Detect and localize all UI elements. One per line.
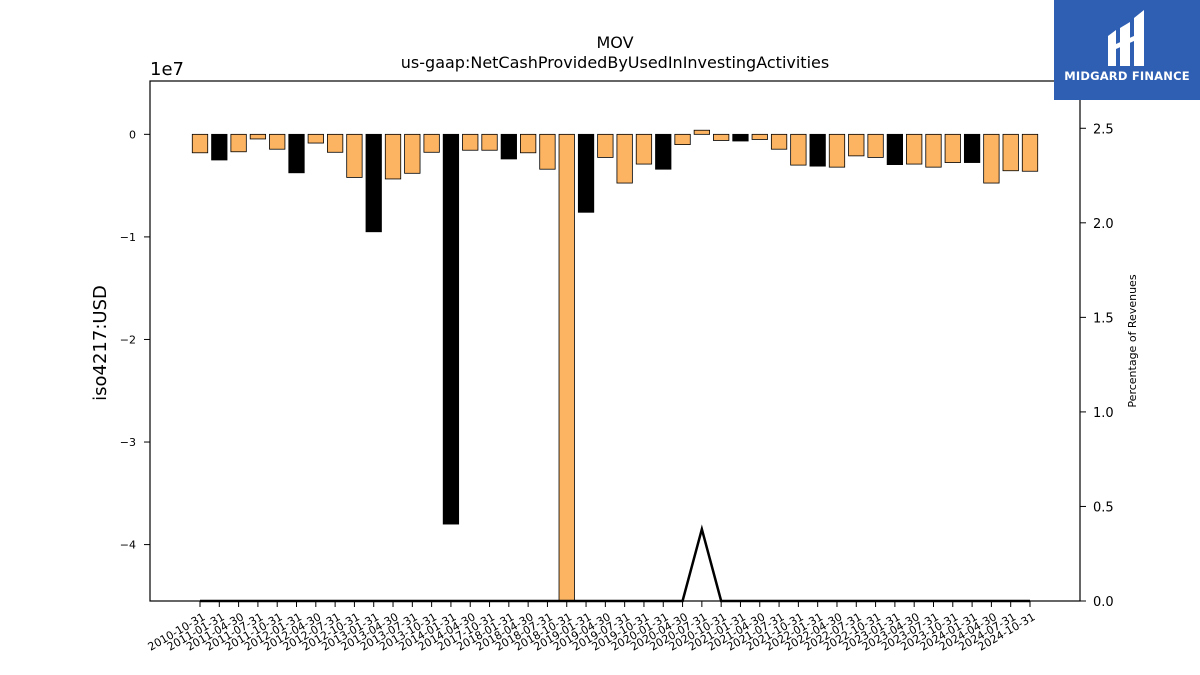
y-tick-label: −1 (120, 231, 136, 244)
y-axis-ticks: 0 −1 −2 −3 −4 (120, 128, 150, 552)
bar-2024-01-31 (963, 133, 981, 163)
bar-2024-10-31 (1021, 133, 1039, 172)
bar-2023-07-31 (925, 133, 942, 168)
company-logo: MIDGARD FINANCE (1054, 0, 1200, 100)
bar-2014-04-30 (462, 133, 479, 151)
y-tick-label: 0 (129, 128, 136, 141)
bar-2012-01-31 (288, 133, 305, 174)
bar-2014-01-31 (442, 133, 460, 525)
bar-2010-10-31 (191, 133, 209, 154)
bar-2012-10-31 (346, 133, 363, 178)
plot-area (150, 81, 1080, 601)
bar-2011-04-30 (230, 133, 247, 153)
bar-2012-07-31 (326, 133, 344, 153)
bar-2023-04-30 (906, 133, 923, 165)
y-tick-label: −2 (120, 333, 136, 346)
bar-2023-01-31 (886, 133, 903, 165)
bar-2020-07-31 (693, 129, 710, 135)
bar-2012-04-30 (307, 133, 324, 144)
bar-2020-10-31 (713, 133, 730, 141)
y-tick-label: −3 (120, 436, 136, 449)
bar-2022-07-31 (848, 133, 865, 157)
bar-2013-07-31 (404, 133, 421, 174)
plot-frame (149, 80, 1081, 602)
bar-2021-07-31 (770, 133, 788, 150)
y-offset-label: 1e7 (150, 59, 184, 80)
y-axis-label: iso4217:USD (90, 285, 111, 401)
logo-mark-icon (1108, 10, 1144, 66)
logo-text: MIDGARD FINANCE (1064, 69, 1190, 83)
bar-2019-04-30 (597, 133, 614, 158)
bar-2018-01-31 (500, 133, 517, 160)
bar-2019-07-31 (616, 133, 633, 184)
bar-2017-10-31 (481, 133, 498, 151)
bar-2020-04-30 (674, 133, 691, 145)
y2-tick-label: 2.5 (1093, 122, 1114, 137)
x-axis-ticks: 2010-10-312011-01-312011-04-302011-07-31… (146, 601, 1038, 654)
bar-2018-07-31 (539, 133, 556, 170)
chart-title: MOV (596, 33, 633, 52)
bar-2020-01-31 (655, 133, 672, 170)
y2-tick-label: 1.5 (1093, 311, 1114, 326)
y-tick-label: −4 (120, 539, 136, 552)
bar-2024-04-30 (983, 133, 1000, 184)
bar-2022-04-30 (828, 133, 846, 168)
bar-2013-04-30 (384, 133, 402, 180)
bar-2021-01-31 (732, 133, 749, 142)
bar-2024-07-31 (1002, 133, 1019, 172)
y2-tick-label: 0.5 (1093, 500, 1114, 515)
bar-2018-04-30 (520, 133, 537, 154)
bar-2019-10-31 (635, 133, 653, 165)
bar-2021-04-30 (751, 133, 768, 140)
chart-subtitle: us-gaap:NetCashProvidedByUsedInInvesting… (401, 53, 829, 72)
bar-2013-10-31 (423, 133, 440, 153)
bar-2013-01-31 (365, 133, 382, 233)
bar-2018-10-31 (558, 133, 575, 602)
bar-2023-10-31 (944, 133, 961, 163)
y2-tick-label: 2.0 (1093, 217, 1114, 232)
bar-2011-01-31 (211, 133, 228, 161)
bar-2011-07-31 (249, 133, 267, 140)
y2-axis-label: Percentage of Revenues (1126, 274, 1139, 407)
y2-axis-ticks: 0.0 0.5 1.0 1.5 2.0 2.5 (1080, 122, 1114, 610)
bar-2022-01-31 (809, 133, 826, 167)
y2-tick-label: 0.0 (1093, 595, 1114, 610)
bar-2022-10-31 (867, 133, 884, 158)
y2-tick-label: 1.0 (1093, 406, 1114, 421)
bar-2021-10-31 (790, 133, 807, 166)
bar-2019-01-31 (577, 133, 595, 213)
bar-2011-10-31 (269, 133, 286, 150)
